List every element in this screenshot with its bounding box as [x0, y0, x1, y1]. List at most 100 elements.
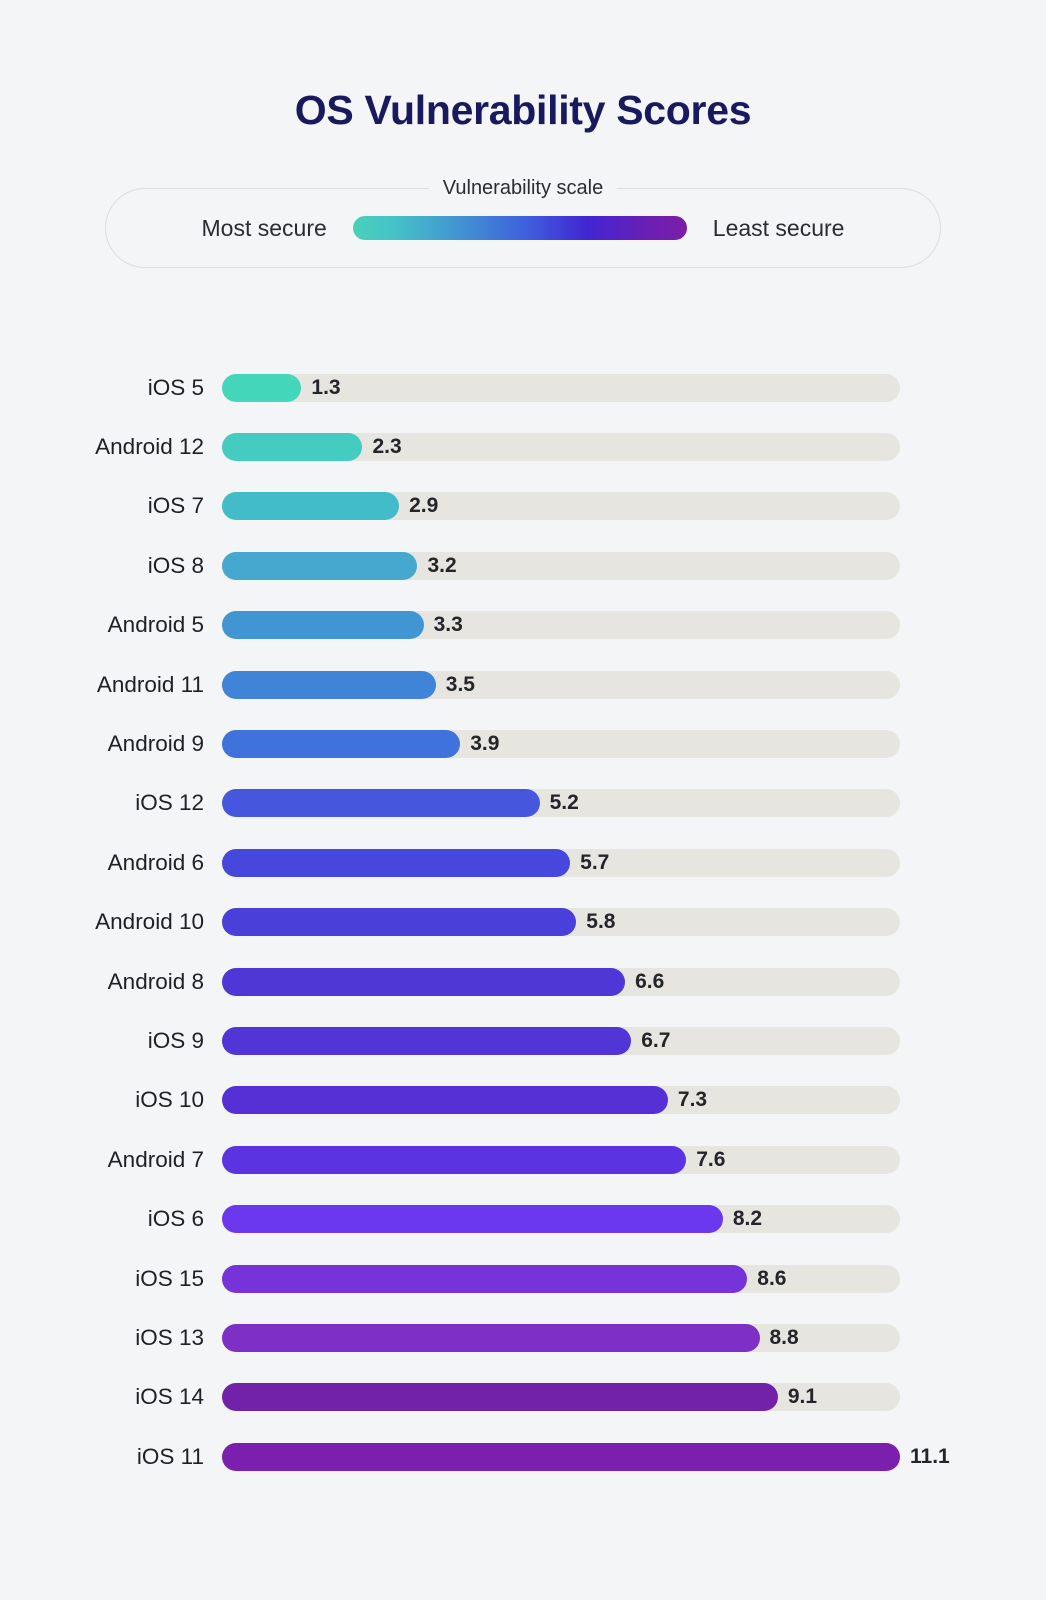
bar-track-wrapper: 7.3: [222, 1086, 900, 1115]
bar-value-label: 1.3: [311, 375, 341, 399]
bar-value-label: 6.7: [641, 1028, 671, 1052]
bar-fill: [222, 611, 424, 640]
bar-track-wrapper: 11.1: [222, 1442, 950, 1471]
bar-value-label: 3.9: [470, 732, 500, 756]
bar-row-label: iOS 10: [135, 1087, 204, 1113]
bar-fill: [222, 1205, 723, 1234]
bar-value-label: 5.2: [549, 791, 579, 815]
bar-row: Android 7 7.6: [0, 1130, 1046, 1189]
bar-row-label: Android 8: [107, 968, 204, 994]
bar-value-label: 8.8: [769, 1325, 799, 1349]
bar-row: iOS 6 8.2: [0, 1189, 1046, 1248]
bar-row: iOS 14 9.1: [0, 1368, 1046, 1427]
bar-row: iOS 13 8.8: [0, 1308, 1046, 1367]
bar-row-label: Android 5: [107, 612, 204, 638]
bar-row: iOS 11 11.1: [0, 1427, 1046, 1486]
bar-fill: [222, 1086, 668, 1115]
bar-value-label: 5.7: [580, 850, 610, 874]
legend-title: Vulnerability scale: [428, 176, 618, 201]
bar-fill: [222, 967, 626, 996]
bar-row-label: iOS 15: [135, 1265, 204, 1291]
bar-track-wrapper: 6.6: [222, 967, 900, 996]
bar-row-label: iOS 6: [147, 1206, 204, 1232]
bar-track-wrapper: 2.3: [222, 433, 900, 462]
bar-value-label: 8.6: [757, 1266, 787, 1290]
bar-fill: [222, 373, 302, 402]
page-title: OS Vulnerability Scores: [294, 87, 752, 133]
bar-track-wrapper: 3.5: [222, 670, 900, 699]
vulnerability-scale-legend: Vulnerability scale Most secure Least se…: [105, 176, 941, 269]
bar-fill: [222, 1442, 900, 1471]
bar-track-wrapper: 9.1: [222, 1383, 900, 1412]
bar-value-label: 9.1: [787, 1385, 818, 1409]
bar-chart: iOS 5 1.3 Android 12 2.3 iOS 7 2.9 iOS 8 3.2 And…: [0, 358, 1046, 1486]
bar-row-label: iOS 8: [147, 552, 204, 578]
bar-value-label: 11.1: [910, 1444, 950, 1468]
legend-gradient-scale: [352, 216, 687, 241]
bar-row-label: iOS 14: [135, 1384, 204, 1410]
bar-fill: [222, 492, 400, 521]
bar-track-wrapper: 2.9: [222, 492, 900, 521]
bar-value-label: 3.3: [433, 613, 463, 637]
bar-row-label: Android 11: [96, 671, 204, 697]
bar-track-wrapper: 8.2: [222, 1205, 900, 1234]
bar-row: Android 10 5.8: [0, 893, 1046, 952]
bar-fill: [222, 848, 571, 877]
bar-fill: [222, 908, 577, 937]
bar-row-label: iOS 12: [135, 790, 204, 816]
bar-track-wrapper: 5.7: [222, 848, 900, 877]
bar-fill: [222, 1026, 632, 1055]
bar-track-wrapper: 3.2: [222, 551, 900, 580]
bar-row-label: Android 7: [107, 1146, 204, 1172]
bar-value-label: 5.8: [586, 910, 616, 934]
bar-value-label: 8.2: [732, 1207, 763, 1231]
legend-label-most-secure: Most secure: [201, 214, 327, 241]
bar-row-label: Android 12: [95, 434, 204, 460]
bar-row-label: Android 6: [107, 849, 204, 875]
bar-row-label: iOS 11: [136, 1443, 204, 1469]
bar-track: [222, 373, 900, 402]
bar-fill: [222, 1145, 687, 1174]
bar-row: iOS 9 6.7: [0, 1011, 1046, 1070]
bar-track-wrapper: 5.2: [222, 789, 900, 818]
bar-fill: [222, 433, 363, 462]
bar-fill: [222, 789, 540, 818]
bar-track-wrapper: 6.7: [222, 1026, 900, 1055]
bar-row-label: iOS 5: [147, 374, 204, 400]
bar-track-wrapper: 3.9: [222, 730, 900, 759]
bar-row-label: iOS 7: [147, 493, 204, 519]
legend-content: Most secure Least secure: [105, 188, 941, 268]
bar-row: iOS 12 5.2: [0, 774, 1046, 833]
bar-fill: [222, 1264, 748, 1293]
bar-row: iOS 7 2.9: [0, 477, 1046, 536]
bar-fill: [222, 551, 418, 580]
bar-value-label: 7.6: [696, 1147, 726, 1171]
bar-row-label: iOS 9: [147, 1027, 204, 1053]
bar-value-label: 6.6: [635, 969, 665, 993]
bar-row: iOS 5 1.3: [0, 358, 1046, 417]
bar-track-wrapper: 8.6: [222, 1264, 900, 1293]
bar-row-label: iOS 13: [135, 1324, 204, 1350]
bar-row: iOS 15 8.6: [0, 1249, 1046, 1308]
bar-fill: [222, 1383, 778, 1412]
bar-row: iOS 10 7.3: [0, 1071, 1046, 1130]
bar-value-label: 2.9: [409, 494, 439, 518]
bar-value-label: 3.5: [445, 672, 475, 696]
bar-fill: [222, 1323, 760, 1352]
bar-row: Android 11 3.5: [0, 655, 1046, 714]
bar-row-label: Android 10: [95, 909, 204, 935]
bar-value-label: 3.2: [427, 553, 457, 577]
bar-row: Android 12 2.3: [0, 417, 1046, 476]
bar-track-wrapper: 1.3: [222, 373, 900, 402]
bar-fill: [222, 670, 436, 699]
bar-row: Android 5 3.3: [0, 596, 1046, 655]
bar-fill: [222, 730, 461, 759]
bar-track-wrapper: 3.3: [222, 611, 900, 640]
legend-label-least-secure: Least secure: [712, 214, 845, 241]
bar-value-label: 7.3: [677, 1088, 708, 1112]
bar-row: iOS 8 3.2: [0, 536, 1046, 595]
bar-row: Android 8 6.6: [0, 952, 1046, 1011]
bar-value-label: 2.3: [372, 435, 402, 459]
bar-row: Android 6 5.7: [0, 833, 1046, 892]
